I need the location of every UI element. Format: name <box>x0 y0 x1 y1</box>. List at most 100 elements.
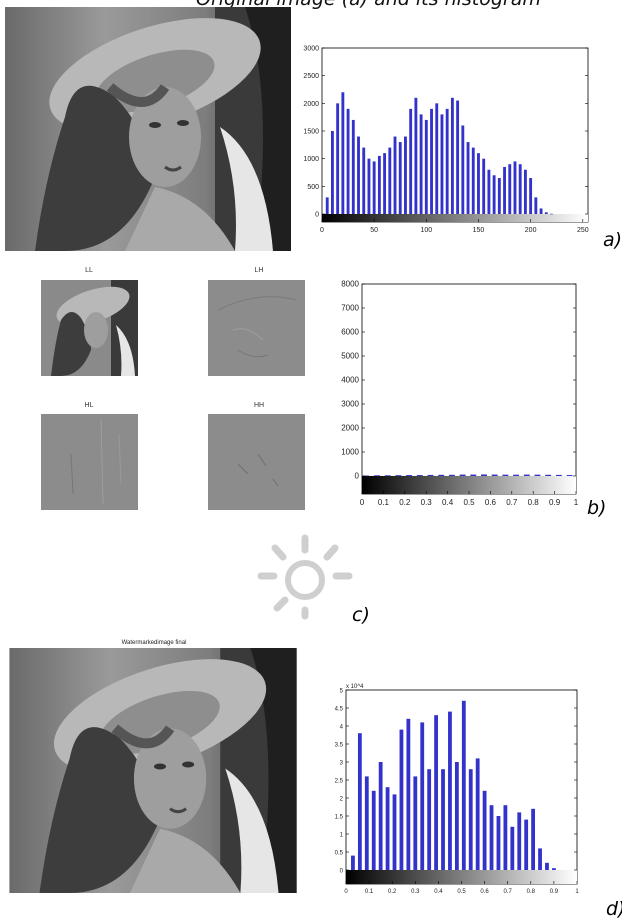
x-tick-label: 0.8 <box>528 498 540 507</box>
y-tick-label: 0.5 <box>335 851 344 857</box>
histogram-bar <box>482 790 487 870</box>
histogram-bar <box>393 136 397 214</box>
histogram-bar <box>336 103 340 214</box>
histogram-bar <box>384 475 391 476</box>
histogram-bar <box>487 169 491 214</box>
y-tick-label: 0 <box>340 869 344 875</box>
histogram-bar <box>538 848 542 870</box>
histogram-bar <box>399 729 404 870</box>
histogram-bar <box>357 733 362 870</box>
y-tick-label: 4.5 <box>335 707 344 713</box>
histogram-bar <box>383 153 387 214</box>
x-tick-label: 0 <box>320 227 324 234</box>
histogram-bar <box>510 826 515 870</box>
histogram-bar <box>503 166 506 214</box>
y-tick-label: 4000 <box>341 376 359 385</box>
grayscale-colorbar <box>322 214 588 222</box>
histogram-bar <box>406 475 413 476</box>
x-tick-label: 0 <box>344 889 348 895</box>
histogram-bar <box>468 769 473 870</box>
histogram-bar <box>550 213 553 215</box>
histogram-bar <box>477 153 480 214</box>
subband-title-hl: HL <box>84 402 94 409</box>
histogram-bar <box>502 474 509 476</box>
histogram-bar <box>395 475 402 476</box>
histogram-bar <box>416 475 423 476</box>
grayscale-colorbar <box>346 870 577 884</box>
histogram-bar <box>482 158 486 214</box>
histogram-bar <box>341 92 345 214</box>
histogram-bar <box>459 474 466 476</box>
histogram-bar <box>492 175 496 214</box>
histogram-bar <box>524 819 529 870</box>
grayscale-colorbar <box>362 476 576 494</box>
histogram-bar <box>448 711 452 870</box>
histogram-bar <box>513 161 517 214</box>
histogram-original: 0 500 1000 1500 2000 2500 3000 0 50 100 150 200 250 <box>303 46 589 235</box>
subband-lh-image <box>208 280 305 376</box>
subband-hh-image <box>208 414 305 510</box>
y-tick-label: 5000 <box>341 352 359 361</box>
x-tick-label: 0.5 <box>463 498 475 507</box>
histogram-bar <box>475 758 480 870</box>
histogram-bar <box>489 805 494 870</box>
x-tick-label: 50 <box>370 227 378 234</box>
histogram-bar <box>461 125 465 214</box>
histogram-bar <box>351 855 355 870</box>
subband-title-lh: LH <box>254 267 264 274</box>
histogram-bar <box>454 762 459 870</box>
histogram-bar <box>434 715 438 870</box>
histogram-bar <box>461 700 466 870</box>
histogram-bar <box>372 161 376 214</box>
y-tick-label: 1.5 <box>335 815 344 821</box>
x-tick-label: 100 <box>420 227 432 234</box>
histogram-bar <box>456 100 460 214</box>
histogram-bar <box>545 474 552 476</box>
histogram-bar <box>529 178 533 214</box>
panel-label-c: c) <box>352 604 370 626</box>
x-tick-label: 1 <box>575 889 579 895</box>
y-tick-label: 4 <box>340 725 344 731</box>
histogram-bar <box>419 114 423 214</box>
histogram-bar <box>496 816 501 870</box>
y-tick-label: 1000 <box>303 156 319 163</box>
x-tick-label: 250 <box>577 227 589 234</box>
panel-label-a: a) <box>603 229 622 251</box>
watermarked-image <box>8 648 298 893</box>
y-tick-label: 5 <box>340 689 344 695</box>
histogram-bar <box>406 718 411 870</box>
histogram-bar <box>374 475 380 476</box>
histogram-bar <box>503 805 508 870</box>
x-tick-label: 0.6 <box>485 498 497 507</box>
y-tick-label: 2.5 <box>335 779 344 785</box>
histogram-bar <box>544 212 548 214</box>
histogram-bar <box>450 97 454 214</box>
histogram-bar <box>566 475 573 476</box>
histogram-bar <box>551 868 556 870</box>
y-axis-multiplier: x 10^4 <box>346 684 364 690</box>
histogram-bar <box>435 103 439 214</box>
histogram-bar <box>325 197 329 214</box>
histogram-bar <box>378 762 383 870</box>
x-tick-label: 0.2 <box>399 498 411 507</box>
plot-frame <box>321 47 589 223</box>
x-tick-label: 0.3 <box>421 498 433 507</box>
watermarked-image-title: Watermarkedimage final <box>121 640 187 646</box>
original-image <box>5 7 291 251</box>
histogram-bar <box>517 812 522 870</box>
y-tick-label: 3000 <box>303 46 319 53</box>
plot-frame <box>361 283 577 495</box>
subband-ll-image <box>41 280 138 376</box>
histogram-bar <box>441 769 445 870</box>
subband-hl-image <box>41 414 138 510</box>
x-tick-label: 0.9 <box>549 498 561 507</box>
x-tick-label: 0 <box>360 498 365 507</box>
histogram-bar <box>445 108 449 214</box>
histogram-bar <box>534 197 538 214</box>
subband-title-ll: LL <box>85 267 93 274</box>
histogram-bar <box>385 787 390 870</box>
histogram-bar <box>430 108 433 214</box>
histogram-bar <box>362 147 366 214</box>
figure-caption-top: Original image (a) and its histogram <box>196 0 541 10</box>
y-tick-label: 2000 <box>303 101 319 108</box>
